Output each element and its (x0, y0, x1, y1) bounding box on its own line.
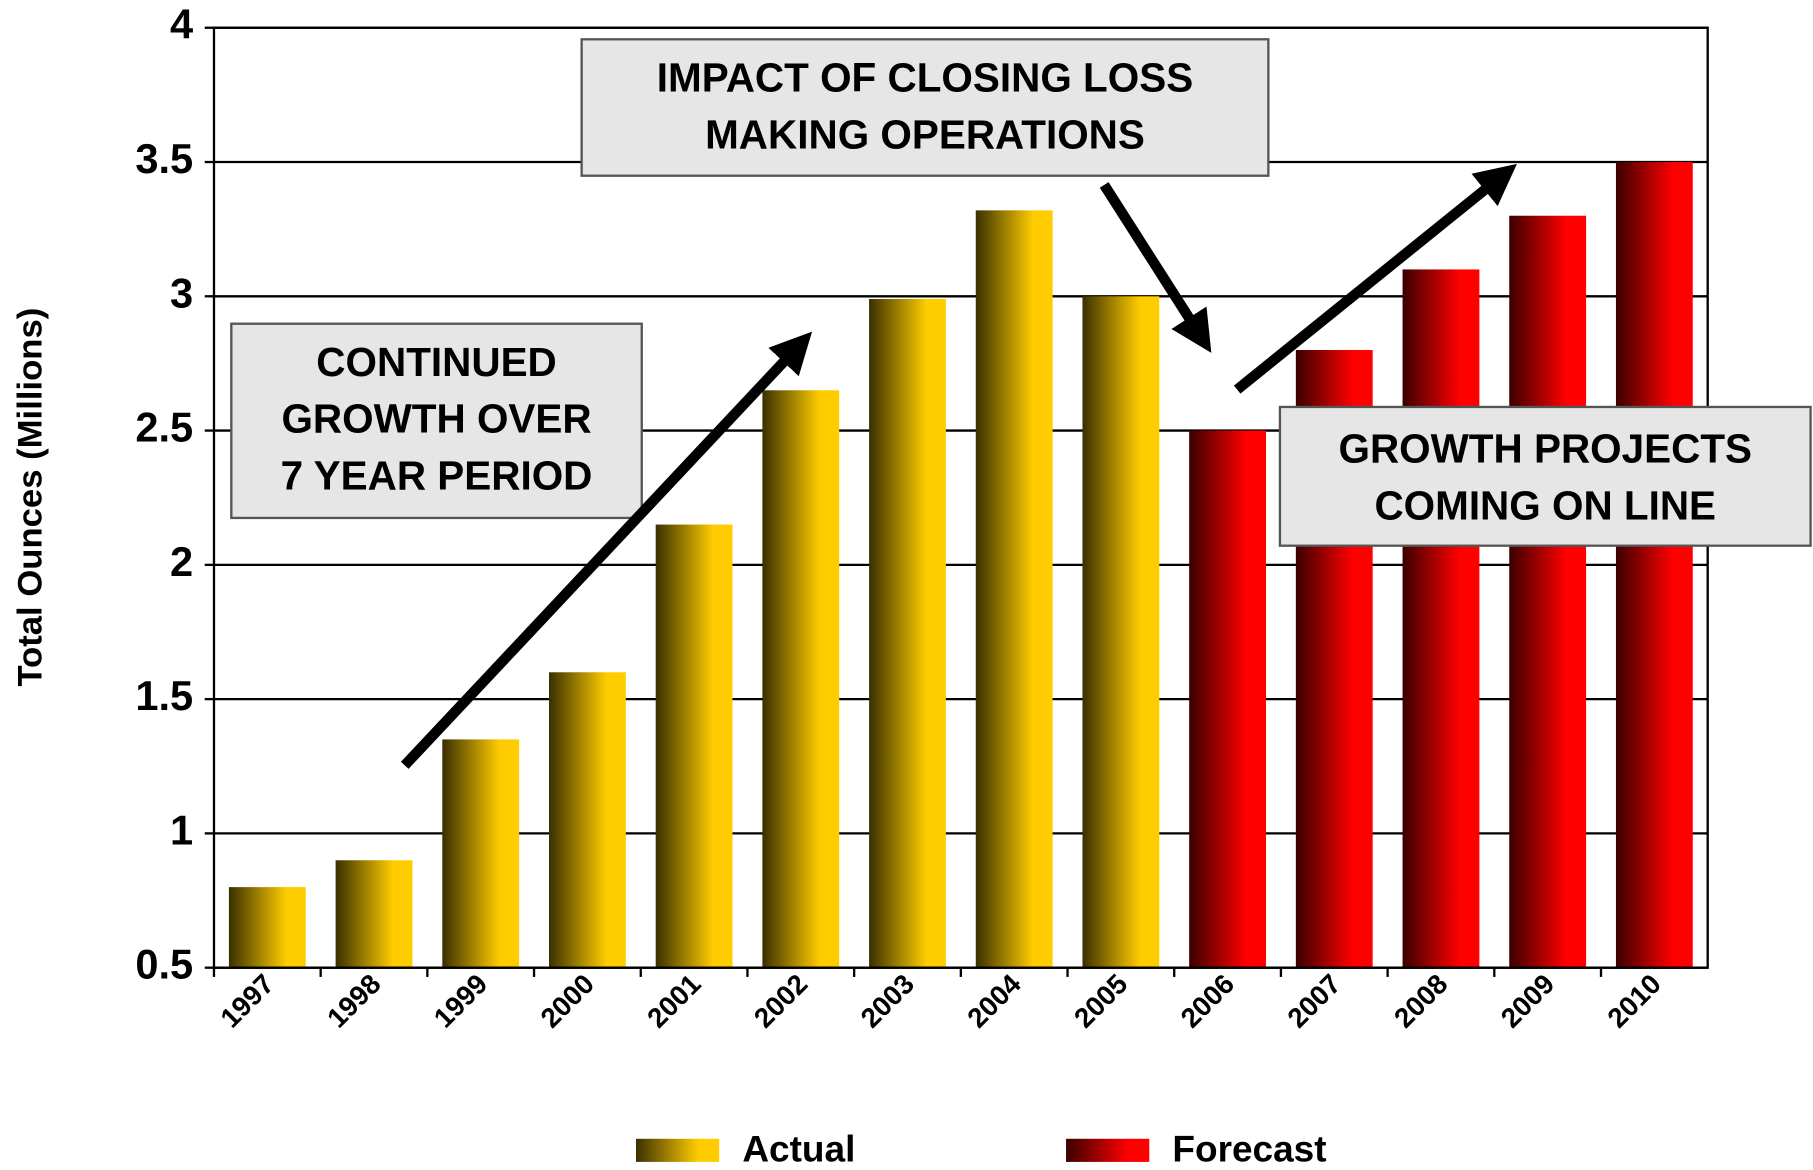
y-tick-label: 3.5 (135, 135, 193, 182)
annotation-box (580, 38, 1270, 177)
x-tick-label: 2006 (1175, 968, 1241, 1034)
x-tick-label: 1998 (321, 968, 387, 1034)
x-tick-label: 2009 (1495, 968, 1561, 1034)
x-tick-label: 2010 (1601, 968, 1667, 1034)
annotation-text: GROWTH PROJECTS (1338, 426, 1752, 472)
y-tick-label: 1 (170, 806, 193, 853)
x-tick-label: 2004 (961, 968, 1027, 1034)
y-tick-label: 0.5 (135, 941, 193, 988)
annotation-text: CONTINUED (316, 339, 556, 385)
annotation-box (1278, 405, 1812, 547)
y-axis-label: Total Ounces (Millions) (12, 308, 50, 687)
y-tick-label: 2 (170, 538, 193, 585)
x-tick-label: 1997 (214, 968, 280, 1034)
bar (869, 298, 946, 968)
x-tick-label: 2003 (855, 968, 921, 1034)
annotation-text: IMPACT OF CLOSING LOSS (657, 55, 1193, 101)
bar (548, 672, 626, 968)
y-tick-label: 2.5 (135, 404, 193, 451)
x-tick-label: 1999 (428, 968, 494, 1034)
bar (1082, 296, 1160, 968)
x-tick-label: 2000 (534, 968, 600, 1034)
annotation-text: 7 YEAR PERIOD (281, 452, 593, 498)
legend-swatch (1066, 1138, 1150, 1162)
bar (228, 887, 306, 968)
bar (1615, 162, 1693, 968)
x-tick-label: 2001 (641, 968, 707, 1034)
y-tick-label: 1.5 (135, 672, 193, 719)
y-tick-label: 3 (170, 269, 193, 316)
legend-swatch (635, 1138, 720, 1162)
x-tick-label: 2007 (1281, 968, 1347, 1034)
annotation-text: MAKING OPERATIONS (705, 111, 1145, 157)
arrows (400, 163, 1517, 769)
bar (335, 860, 413, 968)
bar (442, 739, 520, 968)
annotation-text: COMING ON LINE (1374, 482, 1716, 528)
x-tick-label: 2002 (748, 968, 814, 1034)
bar (1509, 215, 1587, 968)
bar (975, 210, 1053, 968)
x-tick-label: 2008 (1388, 968, 1454, 1034)
y-tick-label: 4 (170, 1, 193, 48)
x-tick-label: 2005 (1068, 968, 1134, 1034)
annotation-box (230, 322, 643, 520)
legend-label: Actual (742, 1128, 855, 1169)
bar (655, 524, 733, 968)
legend-label: Forecast (1172, 1128, 1326, 1169)
bar (1402, 269, 1480, 968)
bar (1189, 430, 1266, 968)
annotation-text: GROWTH OVER (281, 396, 591, 442)
bar (762, 390, 840, 968)
